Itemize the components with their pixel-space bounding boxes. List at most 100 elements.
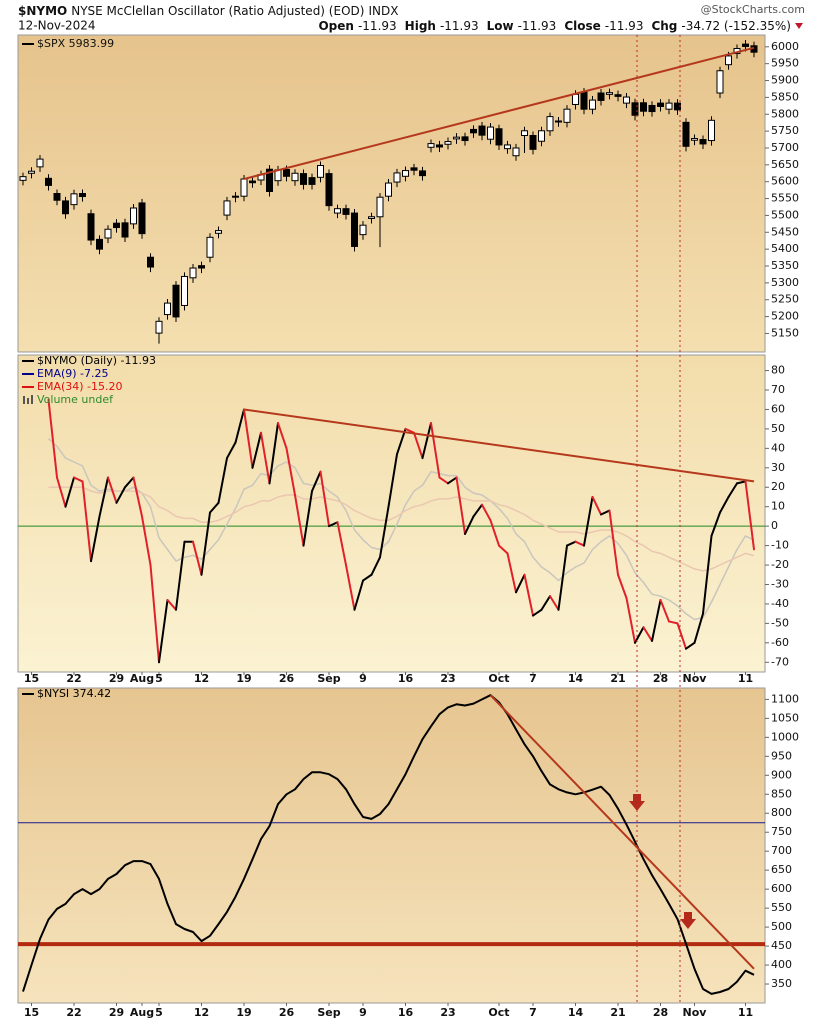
series-segment — [64, 476, 75, 508]
y-tick-label: 5150 — [771, 326, 799, 339]
series-segment — [251, 431, 262, 469]
x-tick-label: Sep — [317, 672, 340, 685]
x-tick-label: 7 — [529, 1006, 537, 1019]
x-tick-label: Oct — [488, 1006, 509, 1019]
y-tick-label: 5600 — [771, 175, 799, 188]
series-segment — [285, 447, 296, 497]
y-tick-label: 80 — [771, 364, 785, 377]
candle-body — [606, 92, 613, 95]
series-segment — [498, 544, 509, 555]
candle-body — [682, 121, 690, 147]
candle-body — [266, 168, 273, 192]
y-tick-label: 5850 — [771, 90, 799, 103]
candle-body — [206, 236, 214, 258]
candle-body — [70, 193, 78, 206]
y-tick-label: 5550 — [771, 192, 799, 205]
series-segment — [166, 599, 177, 611]
x-tick-label: Sep — [317, 1006, 340, 1019]
series-segment — [464, 515, 475, 535]
x-tick-label: 28 — [653, 1006, 668, 1019]
series-segment — [56, 476, 67, 508]
x-tick-label: 11 — [738, 672, 753, 685]
y-tick-label: 5650 — [771, 158, 799, 171]
series-segment — [345, 564, 356, 611]
candle-body — [665, 102, 673, 110]
series-segment — [311, 470, 322, 493]
candle-body — [597, 92, 605, 101]
candle-body — [453, 136, 460, 140]
series-segment — [549, 595, 560, 611]
series-segment — [158, 599, 169, 664]
candle-body — [470, 128, 477, 134]
series-line — [48, 486, 755, 572]
series-segment — [336, 521, 347, 567]
candle-body — [172, 284, 180, 318]
candle-body — [87, 213, 95, 241]
candle-body — [198, 265, 205, 269]
series-segment — [404, 427, 415, 434]
series-segment — [362, 573, 373, 582]
x-tick-label: 19 — [236, 1006, 251, 1019]
chart-header: $NYMO NYSE McClellan Oscillator (Ratio Ad… — [18, 4, 398, 18]
y-tick-label: 40 — [771, 441, 785, 454]
y-tick-label: 400 — [771, 958, 792, 971]
series-segment — [268, 422, 279, 485]
panel-background — [17, 687, 766, 1004]
y-tick-label: 5450 — [771, 225, 799, 238]
x-tick-label: 21 — [610, 1006, 625, 1019]
series-segment — [98, 476, 109, 518]
panel-background — [17, 354, 766, 673]
y-tick-label: 650 — [771, 863, 792, 876]
candle-body — [232, 195, 239, 198]
date: 12-Nov-2024 — [18, 19, 96, 33]
candle-body — [130, 207, 137, 225]
x-tick-label: 28 — [653, 672, 668, 685]
trendline — [243, 46, 755, 180]
series-segment — [379, 505, 390, 559]
candle-body — [614, 94, 622, 97]
candle-body — [410, 167, 418, 171]
candle-body — [291, 172, 299, 182]
x-tick-label: 12 — [194, 1006, 209, 1019]
series-segment — [676, 622, 687, 650]
series-segment — [719, 495, 730, 514]
y-tick-label: 5800 — [771, 107, 799, 120]
y-tick-label: -30 — [771, 577, 789, 590]
candle-body — [716, 70, 724, 94]
candle-body — [359, 224, 367, 236]
y-tick-label: 5300 — [771, 276, 799, 289]
symbol-name: NYSE McClellan Oscillator (Ratio Adjuste… — [71, 4, 364, 18]
legend-icon — [31, 395, 33, 404]
y-tick-label: 1050 — [771, 711, 799, 724]
series-segment — [370, 556, 381, 576]
series-segment — [455, 476, 466, 535]
candle-body — [393, 172, 401, 183]
trendline — [243, 408, 755, 483]
x-tick-label: 29 — [109, 1006, 124, 1019]
candle-body — [240, 178, 248, 197]
legend-icon — [27, 398, 29, 404]
candle-body — [147, 256, 154, 268]
legend-icon — [23, 396, 25, 404]
quote-value: -11.93 — [605, 19, 644, 33]
candle-body — [317, 165, 324, 178]
y-tick-label: 950 — [771, 749, 792, 762]
panel — [18, 398, 765, 664]
series-segment — [685, 641, 696, 650]
arrow-annotation — [680, 912, 696, 929]
x-tick-label: Aug — [130, 1006, 154, 1019]
x-tick-label: Nov — [683, 672, 708, 685]
x-tick-label: 29 — [109, 672, 124, 685]
series-segment — [651, 599, 662, 642]
y-tick-label: 50 — [771, 422, 785, 435]
series-segment — [736, 480, 747, 485]
quote: Open -11.93 High -11.93 Low -11.93 Close -11.93… — [318, 19, 791, 33]
candle-body — [113, 222, 120, 229]
candle-body — [385, 182, 392, 197]
series-segment — [115, 486, 126, 504]
quote-label: High — [405, 19, 436, 33]
series-segment — [727, 482, 738, 498]
candle-body — [657, 102, 664, 107]
candle-body — [138, 202, 146, 235]
y-tick-label: -40 — [771, 597, 789, 610]
